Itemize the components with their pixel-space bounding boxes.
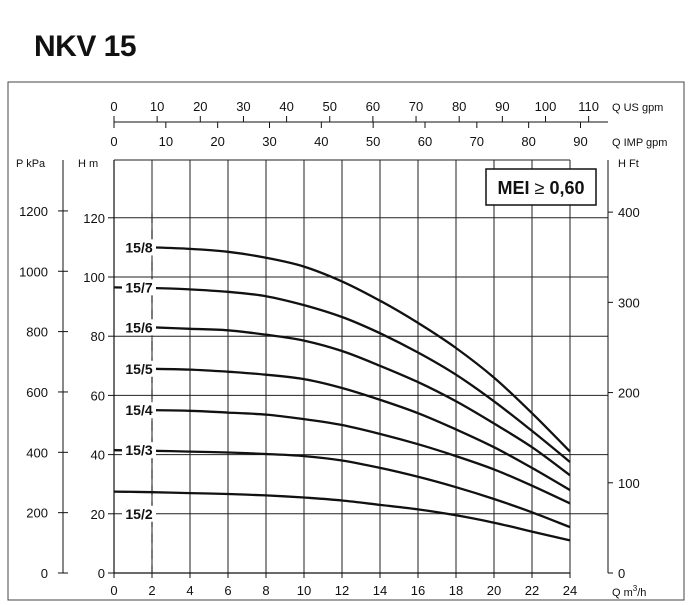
p-kpa-tick-label: 400 bbox=[26, 445, 48, 460]
curve-label-15-5: 15/5 bbox=[125, 361, 152, 377]
curve-label-15-6: 15/6 bbox=[125, 319, 152, 335]
ticks: 0 2 4 6 8 10 12 14 16 18 20 22 240 10 20 30 40 50 60 70 80 90… bbox=[19, 99, 640, 598]
curve-label-15-2: 15/2 bbox=[125, 506, 152, 522]
x-tick-label: 4 bbox=[186, 583, 193, 598]
h-m-tick-label: 40 bbox=[91, 448, 105, 463]
us-gpm-tick-label: 90 bbox=[495, 99, 509, 114]
curve-label-15-8: 15/8 bbox=[125, 239, 152, 255]
x-tick-label: 12 bbox=[335, 583, 349, 598]
x-tick-label: 24 bbox=[563, 583, 577, 598]
h-ft-tick-label: 300 bbox=[618, 295, 640, 310]
h-ft-tick-label: 100 bbox=[618, 476, 640, 491]
curve-label-15-4: 15/4 bbox=[125, 402, 152, 418]
x-axis-title: Q m3/h bbox=[612, 584, 646, 599]
h-m-tick-label: 0 bbox=[98, 566, 105, 581]
x-tick-label: 20 bbox=[487, 583, 501, 598]
p-kpa-tick-label: 0 bbox=[41, 566, 48, 581]
h-m-tick-label: 60 bbox=[91, 388, 105, 403]
page-title: NKV 15 bbox=[34, 30, 137, 63]
x-tick-label: 22 bbox=[525, 583, 539, 598]
curve-label-bg bbox=[122, 239, 156, 256]
curve-15-4 bbox=[151, 409, 571, 505]
imp-gpm-tick-label: 50 bbox=[366, 134, 380, 149]
curve-label-15-3: 15/3 bbox=[125, 442, 152, 458]
mei-badge: MEI ≥ 0,60 bbox=[485, 168, 597, 206]
p-kpa-tick-label: 600 bbox=[26, 385, 48, 400]
us-gpm-tick-label: 20 bbox=[193, 99, 207, 114]
p-kpa-axis-title: P kPa bbox=[16, 158, 46, 170]
curve-15-2 bbox=[113, 490, 571, 542]
us-gpm-tick-label: 0 bbox=[110, 99, 117, 114]
h-m-axis-title: H m bbox=[78, 158, 98, 170]
x-tick-label: 10 bbox=[297, 583, 311, 598]
h-ft-tick-label: 200 bbox=[618, 386, 640, 401]
h-m-tick-label: 100 bbox=[83, 270, 105, 285]
h-m-tick-label: 80 bbox=[91, 329, 105, 344]
us-gpm-tick-label: 70 bbox=[409, 99, 423, 114]
us-gpm-tick-label: 80 bbox=[452, 99, 466, 114]
mei-badge-text: MEI ≥ 0,60 bbox=[498, 178, 585, 198]
x-tick-label: 6 bbox=[224, 583, 231, 598]
p-kpa-tick-label: 1200 bbox=[19, 204, 48, 219]
p-kpa-tick-label: 800 bbox=[26, 325, 48, 340]
curve-label-bg bbox=[122, 505, 156, 522]
imp-gpm-tick-label: 80 bbox=[521, 134, 535, 149]
x-tick-label: 0 bbox=[110, 583, 117, 598]
imp-gpm-tick-label: 60 bbox=[418, 134, 432, 149]
curve-label-bg bbox=[122, 279, 156, 296]
x-tick-label: 16 bbox=[411, 583, 425, 598]
us-gpm-tick-label: 100 bbox=[535, 99, 557, 114]
imp-gpm-tick-label: 90 bbox=[573, 134, 587, 149]
curve-label-bg bbox=[122, 402, 156, 419]
x-tick-label: 8 bbox=[262, 583, 269, 598]
us-gpm-tick-label: 30 bbox=[236, 99, 250, 114]
h-ft-tick-label: 400 bbox=[618, 205, 640, 220]
us-gpm-tick-label: 50 bbox=[323, 99, 337, 114]
curve-15-3 bbox=[113, 449, 571, 529]
imp-gpm-tick-label: 40 bbox=[314, 134, 328, 149]
curve-label-bg bbox=[122, 442, 156, 459]
mei-badge-box bbox=[485, 168, 597, 206]
imp-gpm-tick-label: 20 bbox=[210, 134, 224, 149]
us-gpm-tick-label: 10 bbox=[150, 99, 164, 114]
imp-gpm-tick-label: 0 bbox=[110, 134, 117, 149]
h-m-tick-label: 120 bbox=[83, 211, 105, 226]
x-tick-label: 18 bbox=[449, 583, 463, 598]
h-ft-axis-title: H Ft bbox=[618, 158, 639, 170]
curve-15-6 bbox=[151, 326, 571, 477]
chart-frame bbox=[7, 81, 685, 601]
x-tick-label: 14 bbox=[373, 583, 387, 598]
imp-gpm-tick-label: 30 bbox=[262, 134, 276, 149]
imp-gpm-axis-title: Q IMP gpm bbox=[612, 137, 667, 149]
grid bbox=[114, 159, 608, 573]
us-gpm-axis-title: Q US gpm bbox=[612, 102, 663, 114]
curve-15-5 bbox=[151, 367, 571, 492]
labels: Q m3/h Q US gpm Q IMP gpm H m P kPa H Ft 15/8 1… bbox=[16, 102, 667, 599]
imp-gpm-tick-label: 10 bbox=[159, 134, 173, 149]
curve-15-8 bbox=[151, 246, 571, 453]
curve-label-bg bbox=[122, 360, 156, 377]
us-gpm-tick-label: 40 bbox=[279, 99, 293, 114]
x-tick-label: 2 bbox=[148, 583, 155, 598]
series-group bbox=[113, 246, 571, 542]
p-kpa-tick-label: 200 bbox=[26, 506, 48, 521]
h-ft-tick-label: 0 bbox=[618, 566, 625, 581]
curve-label-15-7: 15/7 bbox=[125, 279, 152, 295]
curve-15-7 bbox=[113, 286, 571, 463]
us-gpm-tick-label: 110 bbox=[578, 99, 599, 114]
h-m-tick-label: 20 bbox=[91, 507, 105, 522]
p-kpa-tick-label: 1000 bbox=[19, 264, 48, 279]
imp-gpm-tick-label: 70 bbox=[470, 134, 484, 149]
curve-label-bg bbox=[122, 319, 156, 336]
us-gpm-tick-label: 60 bbox=[366, 99, 380, 114]
